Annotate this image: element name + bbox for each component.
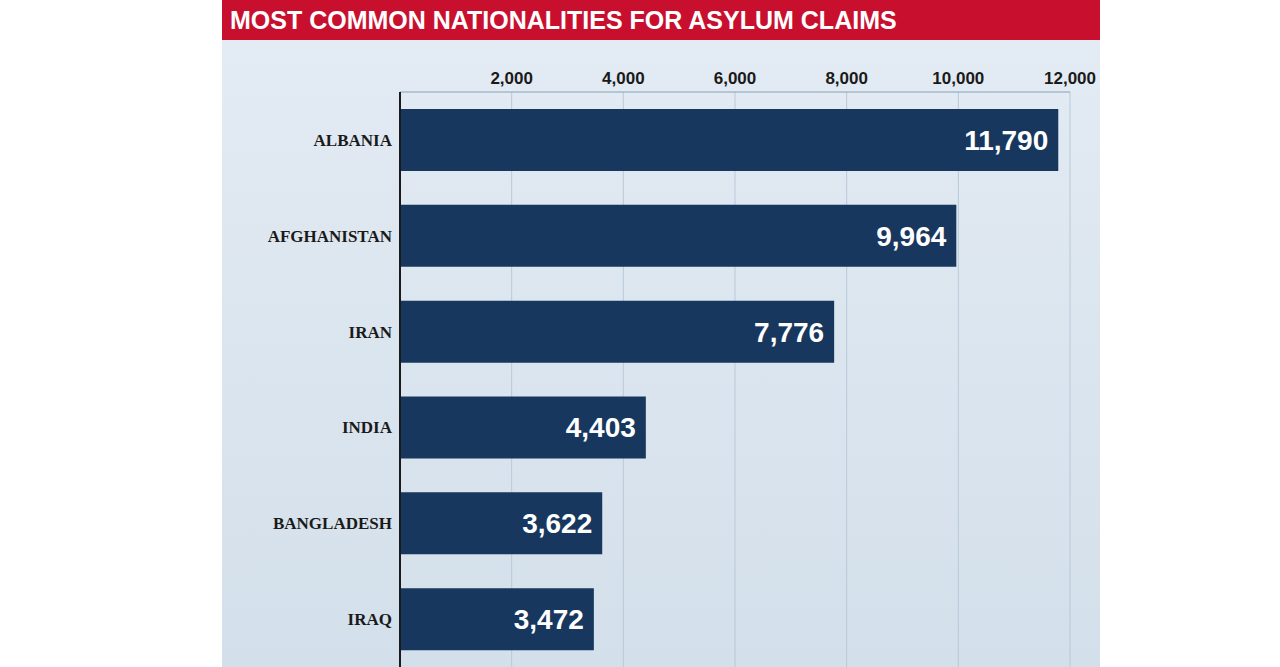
svg-text:2,000: 2,000	[490, 69, 533, 88]
svg-text:11,790: 11,790	[964, 125, 1048, 156]
svg-text:7,776: 7,776	[754, 317, 824, 348]
svg-text:10,000: 10,000	[932, 69, 984, 88]
svg-text:4,000: 4,000	[602, 69, 645, 88]
svg-text:BANGLADESH: BANGLADESH	[273, 514, 392, 533]
svg-text:3,622: 3,622	[522, 508, 592, 539]
svg-text:INDIA: INDIA	[342, 418, 393, 437]
svg-text:IRAQ: IRAQ	[348, 610, 392, 629]
html-text:MOST COMMON NATIONALITIES FOR: MOST COMMON NATIONALITIES FOR ASYLUM CLA…	[230, 6, 897, 34]
svg-text:AFGHANISTAN: AFGHANISTAN	[268, 227, 393, 246]
svg-text:6,000: 6,000	[714, 69, 757, 88]
svg-text:ALBANIA: ALBANIA	[314, 131, 393, 150]
svg-text:4,403: 4,403	[566, 412, 636, 443]
svg-text:IRAN: IRAN	[349, 323, 393, 342]
svg-text:3,472: 3,472	[514, 604, 584, 635]
svg-text:12,000: 12,000	[1044, 69, 1096, 88]
svg-text:9,964: 9,964	[876, 221, 946, 252]
svg-text:8,000: 8,000	[825, 69, 868, 88]
